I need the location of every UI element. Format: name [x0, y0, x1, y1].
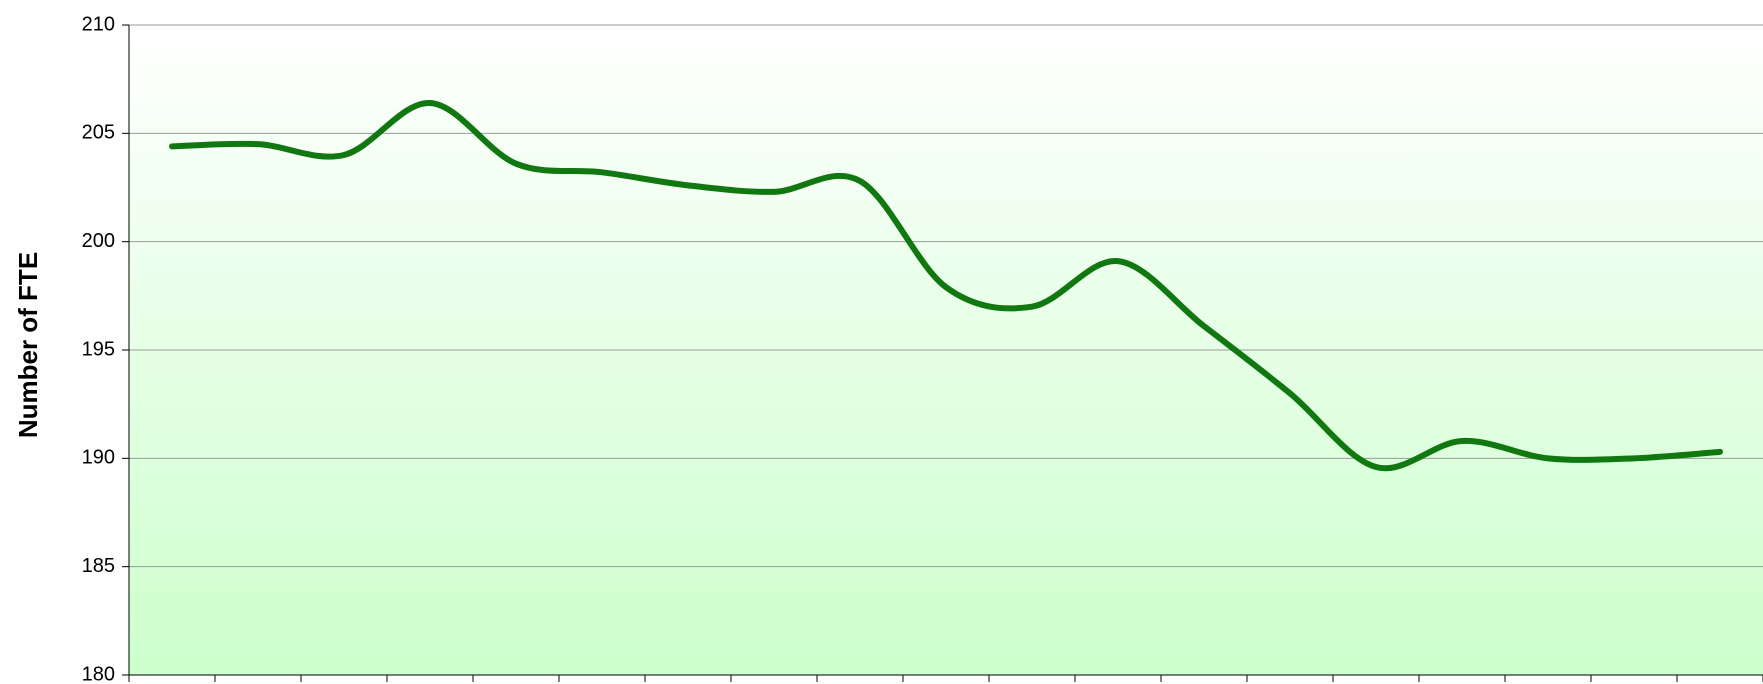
y-tick-label: 205: [82, 122, 115, 144]
y-axis-label: Number of FTE: [13, 252, 43, 438]
y-tick-label: 185: [82, 555, 115, 577]
y-tick-label: 210: [82, 13, 115, 35]
y-tick-label: 190: [82, 447, 115, 469]
y-tick-label: 180: [82, 663, 115, 684]
line-series: [169, 99, 1723, 472]
y-tick-label: 195: [82, 338, 115, 360]
y-tick-label: 200: [82, 230, 115, 252]
